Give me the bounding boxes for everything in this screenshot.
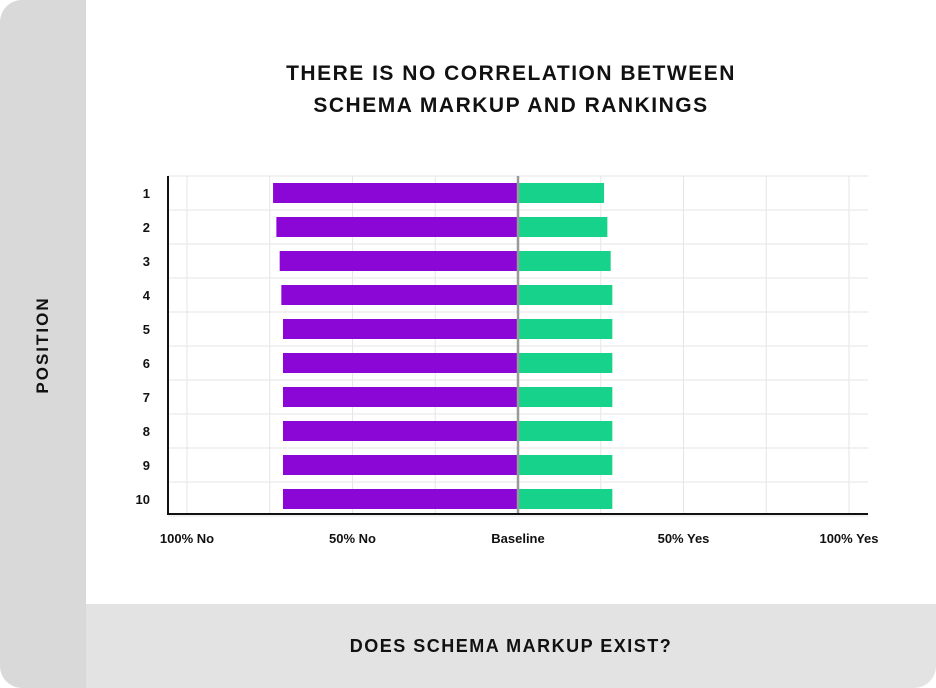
bar-no-7 xyxy=(282,387,518,407)
y-tick-label-9: 9 xyxy=(143,458,150,473)
x-tick-label-0: 100% No xyxy=(160,531,214,546)
chart-title-line-1: THERE IS NO CORRELATION BETWEEN xyxy=(286,62,736,85)
y-tick-label-2: 2 xyxy=(143,220,150,235)
bar-no-2 xyxy=(276,217,518,237)
y-tick-label-4: 4 xyxy=(143,288,151,303)
x-axis-band xyxy=(86,604,936,688)
bar-no-4 xyxy=(281,285,518,305)
y-tick-label-5: 5 xyxy=(143,322,150,337)
bar-yes-6 xyxy=(518,353,613,373)
bar-yes-9 xyxy=(518,455,613,475)
y-tick-label-10: 10 xyxy=(136,492,150,507)
bar-yes-10 xyxy=(518,489,613,509)
x-axis-label: DOES SCHEMA MARKUP EXIST? xyxy=(349,635,673,656)
y-tick-label-7: 7 xyxy=(143,390,150,405)
bar-no-6 xyxy=(282,353,518,373)
bar-yes-8 xyxy=(518,421,613,441)
bar-no-10 xyxy=(282,489,518,509)
bar-no-3 xyxy=(279,251,518,271)
bar-no-1 xyxy=(273,183,518,203)
y-tick-label-3: 3 xyxy=(143,254,150,269)
x-tick-label-2: Baseline xyxy=(491,531,544,546)
x-tick-label-1: 50% No xyxy=(329,531,376,546)
y-tick-label-8: 8 xyxy=(143,424,150,439)
bar-yes-2 xyxy=(518,217,608,237)
x-tick-label-3: 50% Yes xyxy=(658,531,710,546)
bar-no-9 xyxy=(282,455,518,475)
bar-yes-4 xyxy=(518,285,613,305)
y-tick-label-1: 1 xyxy=(143,186,150,201)
bar-yes-1 xyxy=(518,183,605,203)
x-tick-label-4: 100% Yes xyxy=(819,531,878,546)
bar-yes-3 xyxy=(518,251,611,271)
chart-title: THERE IS NO CORRELATION BETWEEN SCHEMA M… xyxy=(86,58,936,122)
y-tick-label-6: 6 xyxy=(143,356,150,371)
bar-yes-5 xyxy=(518,319,613,339)
y-axis-band xyxy=(0,0,86,688)
bar-yes-7 xyxy=(518,387,613,407)
bar-no-8 xyxy=(282,421,518,441)
chart-title-line-2: SCHEMA MARKUP AND RANKINGS xyxy=(313,94,709,117)
bar-no-5 xyxy=(282,319,518,339)
